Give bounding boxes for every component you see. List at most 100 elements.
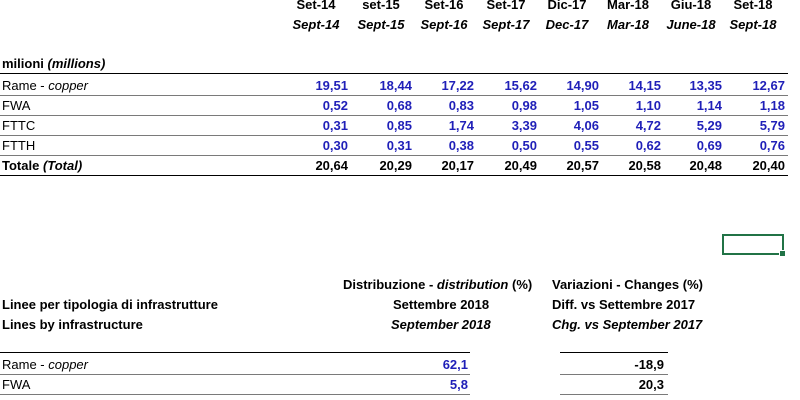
table2-rule-left	[0, 352, 470, 353]
unit-en: (millions)	[47, 56, 106, 71]
period-header-en: Sept-17	[482, 17, 530, 32]
distribution-value: 62,1	[442, 357, 468, 372]
table-cell: 0,52	[322, 98, 348, 113]
table2-title-it: Linee per tipologia di infrastrutture	[2, 297, 218, 312]
changes-header: Variazioni - Changes (%)	[552, 277, 703, 292]
period-header-it: Dic-17	[547, 0, 587, 12]
total-rule	[0, 175, 788, 176]
period-header-en: Sept-18	[729, 17, 777, 32]
distribution-sub-en: September 2018	[391, 317, 491, 332]
row-separator	[0, 95, 788, 96]
table-cell: 0,31	[386, 138, 412, 153]
total-cell: 20,40	[752, 158, 785, 173]
table-cell: 1,10	[635, 98, 661, 113]
period-header-it: Set-16	[424, 0, 464, 12]
table-cell: 4,72	[635, 118, 661, 133]
table-cell: 0,98	[511, 98, 537, 113]
row-label-en: copper	[48, 78, 88, 93]
table-cell: 0,62	[635, 138, 661, 153]
table-cell: 1,18	[759, 98, 785, 113]
row-separator	[0, 155, 788, 156]
distribution-header-en: distribution	[436, 277, 509, 292]
row-separator	[0, 115, 788, 116]
distribution-header: Distribuzione - distribution (%)	[343, 277, 532, 292]
fill-handle[interactable]	[779, 250, 786, 257]
row-label-it: Rame -	[2, 78, 49, 93]
period-header-it: Set-18	[733, 0, 773, 12]
row-label: FWA	[2, 377, 30, 392]
table-cell: 4,06	[573, 118, 599, 133]
row-label: FWA	[2, 98, 30, 113]
distribution-sub-it: Settembre 2018	[393, 297, 490, 312]
table-cell: 0,68	[386, 98, 412, 113]
total-cell: 20,17	[441, 158, 474, 173]
distribution-header-it: Distribuzione -	[343, 277, 437, 292]
table-cell: 14,15	[628, 78, 661, 93]
period-header-it: Set-14	[296, 0, 336, 12]
table-cell: 14,90	[566, 78, 599, 93]
total-label-it: Totale	[2, 158, 43, 173]
total-cell: 20,49	[504, 158, 537, 173]
period-header-en: Mar-18	[607, 17, 649, 32]
row-label-it: FWA	[2, 98, 31, 113]
table-cell: 18,44	[379, 78, 412, 93]
table-cell: 15,62	[504, 78, 537, 93]
period-header-it: Set-17	[486, 0, 526, 12]
table-cell: 0,30	[322, 138, 348, 153]
row-label-it: FTTH	[2, 138, 36, 153]
period-header-it: Mar-18	[607, 0, 649, 12]
table-cell: 0,38	[448, 138, 474, 153]
row-label: FTTH	[2, 138, 35, 153]
unit-label: milioni (millions)	[2, 56, 105, 71]
distribution-value: 5,8	[449, 377, 468, 392]
total-label-en: (Total)	[42, 158, 83, 173]
row-label-it: FWA	[2, 377, 31, 392]
period-header-en: Dec-17	[545, 17, 589, 32]
table-cell: 19,51	[315, 78, 348, 93]
changes-sub-it: Diff. vs Settembre 2017	[552, 297, 696, 312]
table-cell: 1,74	[448, 118, 474, 133]
header-rule	[0, 73, 788, 74]
row-separator	[0, 394, 470, 395]
table2-title-en: Lines by infrastructure	[2, 317, 143, 332]
table-cell: 5,29	[696, 118, 722, 133]
selected-cell[interactable]	[722, 234, 786, 257]
table-cell: 3,39	[511, 118, 537, 133]
row-separator	[0, 135, 788, 136]
table-cell: 0,69	[696, 138, 722, 153]
distribution-header-unit: (%)	[508, 277, 533, 292]
period-header-en: Sept-15	[357, 17, 405, 32]
row-label: FTTC	[2, 118, 35, 133]
table-cell: 0,76	[759, 138, 785, 153]
table-cell: 13,35	[689, 78, 722, 93]
row-label-it: Rame -	[2, 357, 49, 372]
change-value: 20,3	[638, 377, 664, 392]
period-header-en: June-18	[666, 17, 716, 32]
table-cell: 0,85	[386, 118, 412, 133]
table-cell: 1,05	[573, 98, 599, 113]
row-separator	[560, 394, 668, 395]
table-cell: 0,31	[322, 118, 348, 133]
table-cell: 5,79	[759, 118, 785, 133]
row-label-it: FTTC	[2, 118, 36, 133]
change-value: -18,9	[634, 357, 664, 372]
table-cell: 12,67	[752, 78, 785, 93]
unit-it: milioni	[2, 56, 44, 71]
total-cell: 20,64	[315, 158, 348, 173]
period-header-en: Sept-16	[420, 17, 468, 32]
table-cell: 17,22	[441, 78, 474, 93]
total-cell: 20,58	[628, 158, 661, 173]
total-cell: 20,29	[379, 158, 412, 173]
row-label: Rame - copper	[2, 78, 88, 93]
table-cell: 0,83	[448, 98, 474, 113]
period-header-it: set-15	[362, 0, 400, 12]
table-cell: 1,14	[696, 98, 722, 113]
period-header-it: Giu-18	[670, 0, 712, 12]
row-label-en: copper	[48, 357, 88, 372]
table-cell: 0,55	[573, 138, 599, 153]
row-separator	[0, 374, 470, 375]
total-cell: 20,48	[689, 158, 722, 173]
changes-sub-en: Chg. vs September 2017	[552, 317, 703, 332]
table2-rule-right	[560, 352, 668, 353]
period-header-en: Sept-14	[292, 17, 340, 32]
